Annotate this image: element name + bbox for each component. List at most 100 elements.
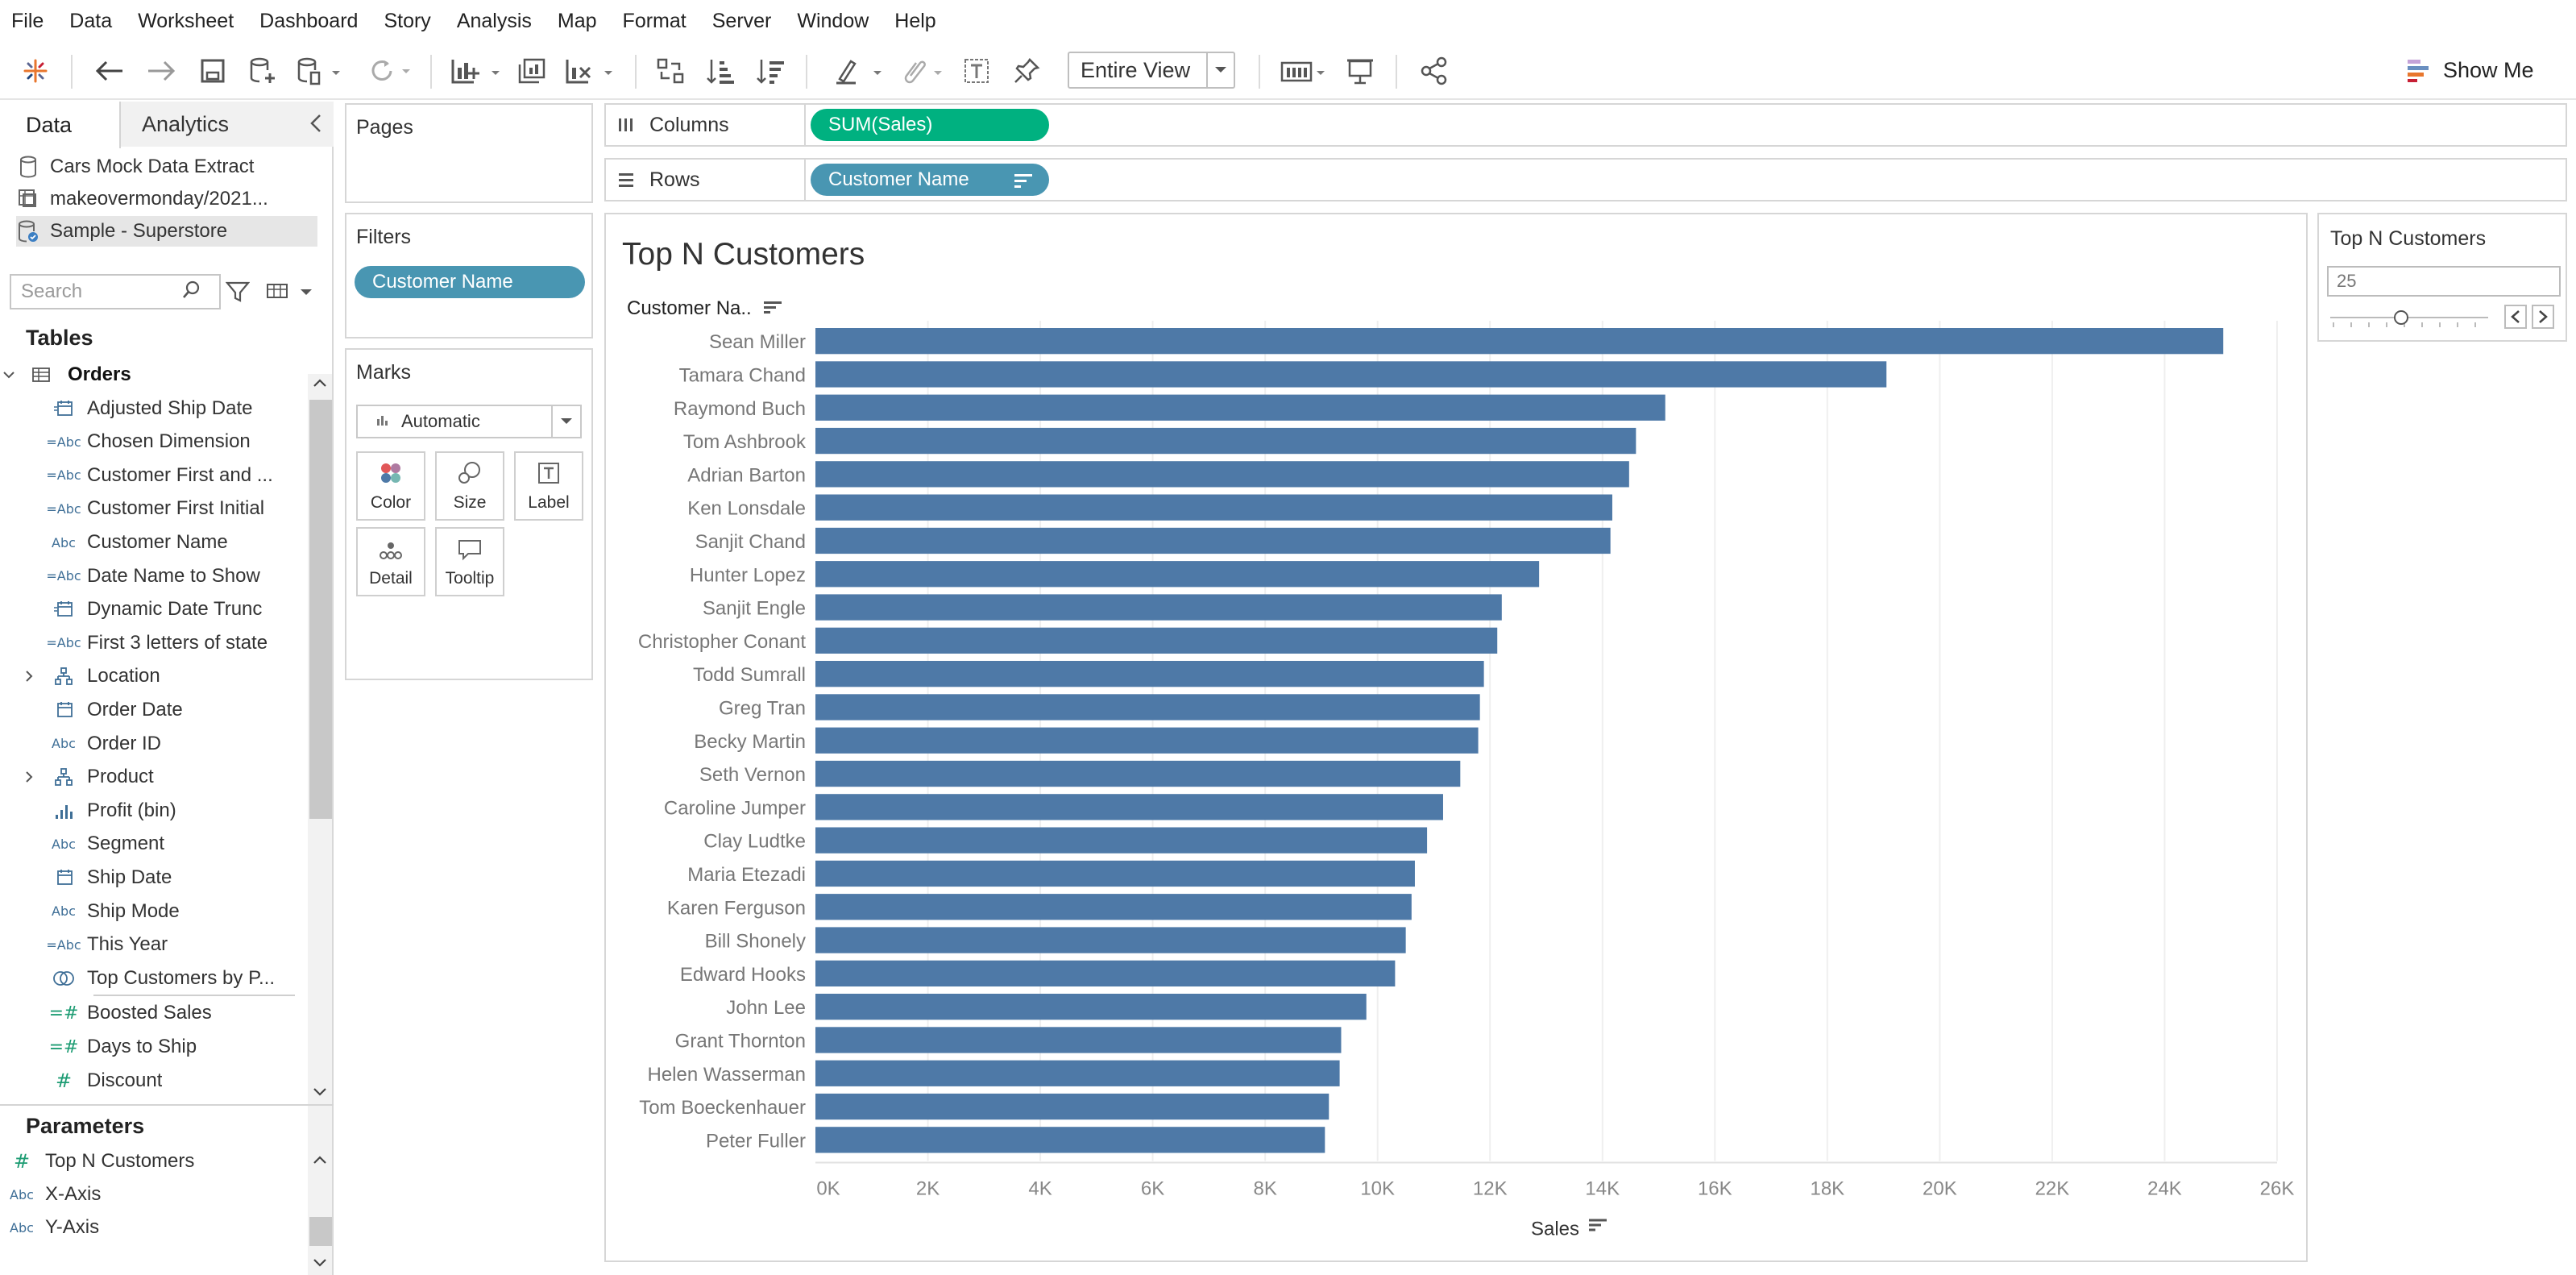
bar[interactable] [815,694,1480,721]
new-data-source-icon[interactable] [245,53,280,89]
decrement-button[interactable] [2504,305,2527,329]
bar[interactable] [815,494,1612,521]
filter-fields-icon[interactable] [225,280,251,307]
scroll-up-icon[interactable] [313,1154,327,1169]
expand-right-icon[interactable] [0,770,40,783]
bar[interactable] [815,994,1367,1020]
menu-story[interactable]: Story [384,9,431,32]
parameters-scrollbar-thumb[interactable] [309,1217,332,1246]
filter-pill-customer-name[interactable]: Customer Name [355,266,585,298]
data-source-item[interactable]: makeovermonday/2021... [16,184,317,214]
scroll-down-icon[interactable] [313,1086,327,1101]
category-label[interactable]: Adrian Barton [687,464,806,486]
field-item[interactable]: Product [0,760,300,794]
field-item[interactable]: =Abc Date Name to Show [0,559,300,593]
menu-format[interactable]: Format [622,9,687,32]
bar[interactable] [815,760,1461,787]
bar[interactable] [815,527,1611,554]
data-source-item-selected[interactable]: Sample - Superstore [16,216,317,247]
category-label[interactable]: Hunter Lopez [690,564,806,586]
category-label[interactable]: Raymond Buch [674,398,806,420]
group-members-icon[interactable] [896,53,946,89]
refresh-icon[interactable] [359,53,416,89]
bar[interactable] [815,927,1406,953]
menu-server[interactable]: Server [711,9,772,32]
field-item[interactable]: =Abc Chosen Dimension [0,425,300,459]
field-item[interactable]: =Abc Customer First and ... [0,459,300,492]
category-label[interactable]: Maria Etezadi [687,864,806,886]
category-label[interactable]: Christopher Conant [638,631,806,653]
bar[interactable] [815,794,1443,820]
field-item[interactable]: =Abc First 3 letters of state [0,626,300,660]
category-label[interactable]: Grant Thornton [675,1030,806,1052]
category-label[interactable]: Peter Fuller [706,1130,806,1152]
data-source-item[interactable]: Cars Mock Data Extract [16,152,317,182]
category-label[interactable]: Seth Vernon [699,764,806,786]
view-data-icon[interactable] [266,280,288,307]
category-label[interactable]: Todd Sumrall [693,664,806,686]
collapse-pane-icon[interactable] [309,113,322,138]
category-label[interactable]: Sanjit Engle [703,598,806,620]
duplicate-sheet-icon[interactable] [514,53,550,89]
parameter-value-input[interactable] [2327,266,2561,297]
bar[interactable] [815,627,1498,654]
bar[interactable] [815,894,1412,920]
category-label[interactable]: Ken Lonsdale [687,498,806,520]
rows-shelf[interactable]: Rows Customer Name [604,158,2567,201]
presentation-mode-icon[interactable] [1342,53,1378,89]
category-label[interactable]: Sanjit Chand [695,531,806,553]
parameter-slider[interactable] [2327,305,2493,332]
menu-data[interactable]: Data [69,9,113,32]
x-axis-title[interactable]: Sales [1531,1219,1579,1240]
tab-data[interactable]: Data [0,102,121,148]
show-mark-labels-icon[interactable] [959,53,994,89]
share-icon[interactable] [1417,53,1452,89]
bar[interactable] [815,594,1502,621]
menu-help[interactable]: Help [894,9,936,32]
bar[interactable] [815,661,1484,687]
bar[interactable] [815,1093,1329,1120]
filters-card[interactable]: Filters Customer Name [345,213,593,338]
category-label[interactable]: Sean Miller [709,331,806,353]
fix-axes-icon[interactable] [1009,53,1044,89]
menu-dashboard[interactable]: Dashboard [259,9,359,32]
tableau-logo-icon[interactable] [19,53,52,89]
category-label[interactable]: Greg Tran [719,697,806,719]
category-label[interactable]: Caroline Jumper [664,797,806,819]
bar[interactable] [815,361,1887,388]
detail-mark-button[interactable]: Detail [356,527,425,596]
bar[interactable] [815,727,1479,754]
bar[interactable] [815,394,1665,421]
category-label[interactable]: Edward Hooks [680,964,806,986]
menu-map[interactable]: Map [557,9,597,32]
expand-right-icon[interactable] [0,670,40,683]
sort-icon[interactable] [764,301,782,314]
bar[interactable] [815,461,1629,488]
category-label[interactable]: Tom Ashbrook [683,431,807,453]
sort-icon[interactable] [1589,1219,1607,1231]
columns-shelf[interactable]: Columns SUM(Sales) [604,103,2567,147]
pause-updates-icon[interactable] [293,53,345,89]
field-item[interactable]: Abc Segment [0,827,300,861]
parameters-scrollbar[interactable] [308,1149,332,1275]
category-label[interactable]: Tom Boeckenhauer [639,1097,806,1119]
fields-scrollbar-thumb[interactable] [309,400,332,819]
field-item[interactable]: Dynamic Date Trunc [0,592,300,626]
tab-analytics[interactable]: Analytics [121,102,334,147]
menu-window[interactable]: Window [797,9,869,32]
field-item[interactable]: Location [0,659,300,693]
bar[interactable] [815,860,1415,887]
table-item[interactable]: Orders [0,358,300,392]
scroll-down-icon[interactable] [313,1257,327,1272]
slider-handle[interactable] [2394,310,2408,325]
category-label[interactable]: John Lee [726,997,806,1019]
field-item[interactable]: Abc Order ID [0,727,300,761]
expand-down-icon[interactable] [0,370,18,380]
field-item[interactable]: Order Date [0,693,300,727]
undo-icon[interactable] [92,53,127,89]
category-label[interactable]: Karen Ferguson [667,897,806,919]
y-axis-header[interactable]: Customer Na.. [627,297,752,319]
swap-rows-columns-icon[interactable] [653,53,688,89]
field-item[interactable]: Profit (bin) [0,794,300,828]
parameter-item[interactable]: Abc X-Axis [0,1177,298,1211]
